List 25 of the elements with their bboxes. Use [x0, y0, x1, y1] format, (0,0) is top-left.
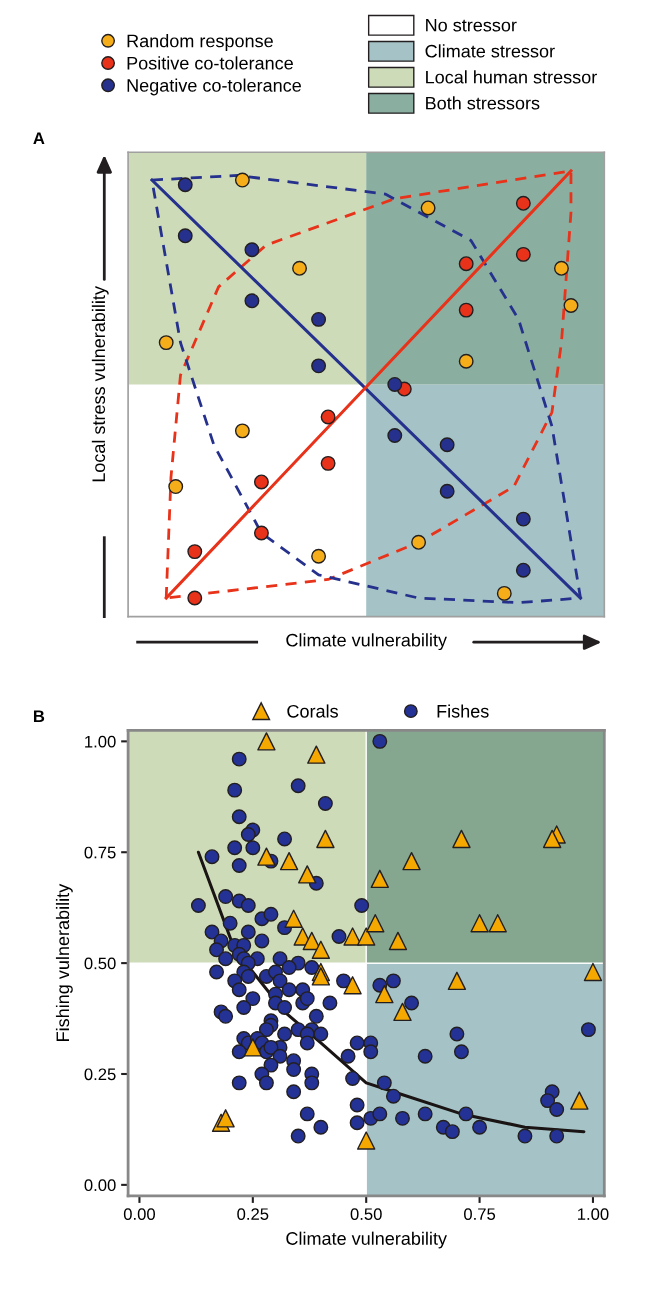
- text: Local human stressor: [426, 70, 597, 84]
- text: A: [33, 132, 45, 144]
- legend-label: Positive co-tolerance: [127, 56, 293, 70]
- y-tick-label: 1.00: [85, 735, 116, 748]
- legend-label: Random response: [127, 34, 273, 51]
- y-tick-label: 0.75: [84, 846, 116, 859]
- legend-label: Negative co-tolerance: [127, 78, 301, 96]
- x-tick-label: 1.00: [578, 1208, 609, 1221]
- chart-title: B: [33, 710, 45, 722]
- text: Climate stressor: [425, 44, 555, 58]
- text: Local stress vulnerability: [91, 286, 109, 482]
- x-tick-label: 0.75: [464, 1208, 496, 1221]
- x-tick-label: 0.50: [350, 1208, 382, 1221]
- y-tick-label: 0.50: [84, 957, 116, 970]
- legend-label: Corals: [287, 704, 338, 718]
- text: Both stressors: [426, 96, 540, 110]
- x-tick-label: 0.25: [237, 1208, 269, 1221]
- text: No stressor: [426, 18, 517, 32]
- text: Climate vulnerability: [286, 633, 447, 651]
- legend-label: Fishes: [437, 704, 489, 718]
- y-tick-label: 0.00: [84, 1179, 116, 1192]
- x-axis-title: Climate vulnerability: [286, 1231, 447, 1249]
- x-tick-label: 0.00: [123, 1208, 156, 1221]
- y-axis-title: Fishing vulnerability: [55, 883, 73, 1041]
- y-tick-label: 0.25: [84, 1068, 116, 1081]
